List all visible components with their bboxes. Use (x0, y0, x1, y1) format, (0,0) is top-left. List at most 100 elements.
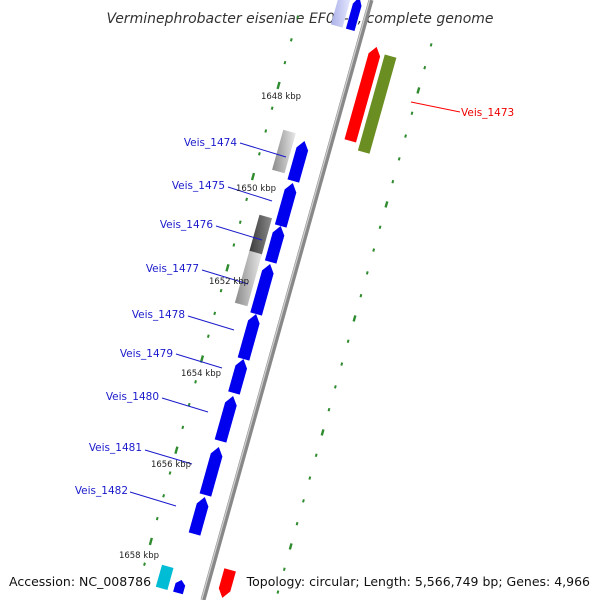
pseudogene-veis-1474[interactable] (272, 129, 296, 174)
gene-label-veis-1480[interactable]: Veis_1480 (106, 391, 159, 403)
gene-veis-1482[interactable] (188, 497, 209, 536)
gene-veis-1479[interactable] (228, 359, 247, 395)
label-leaders (129, 101, 461, 507)
tick-mark (206, 334, 210, 338)
gene-label-veis-1482[interactable]: Veis_1482 (75, 485, 128, 497)
kbp-label-1654: 1654 kbp (181, 369, 221, 379)
tick-mark (314, 453, 318, 458)
leader-veis-1479 (175, 353, 223, 369)
tick-mark (289, 38, 293, 42)
feature-cyan[interactable] (155, 564, 174, 590)
leader-veis-1477 (201, 269, 249, 285)
gene-veis-1477[interactable] (250, 264, 274, 316)
pseudogene-veis-1477[interactable] (234, 250, 262, 307)
gene-label-veis-1476[interactable]: Veis_1476 (160, 219, 214, 231)
gene-veis-1475[interactable] (274, 183, 297, 228)
tick-mark (276, 590, 280, 594)
tick-mark (346, 339, 350, 344)
tick-mark (282, 567, 286, 572)
leader-veis-1481 (144, 449, 193, 465)
tick-track-outer (276, 43, 433, 594)
genome-backbone-highlight (200, 0, 371, 600)
gene-label-veis-1477[interactable]: Veis_1477 (146, 263, 199, 275)
tick-mark (423, 65, 427, 70)
pseudogene-veis-1476[interactable] (248, 214, 272, 257)
feature-olive[interactable] (357, 54, 397, 154)
gene-label-veis-1479[interactable]: Veis_1479 (120, 348, 173, 360)
tick-mark (187, 402, 191, 407)
tick-mark (378, 225, 382, 230)
tick-mark (288, 543, 293, 550)
kbp-label-1656: 1656 kbp (151, 460, 191, 470)
tick-mark (168, 471, 172, 475)
tick-mark (320, 429, 325, 436)
tick-track-inner (143, 15, 300, 566)
tick-mark (148, 537, 154, 546)
leader-veis-1474 (239, 142, 287, 158)
tick-mark (258, 152, 261, 156)
leader-veis-1480 (161, 397, 209, 413)
tick-mark (416, 87, 421, 94)
tick-mark (238, 220, 242, 224)
topology-text: Topology: circular; Length: 5,566,749 bp… (246, 574, 590, 589)
gene-red-lower[interactable] (218, 568, 236, 598)
gene-veis-1480[interactable] (214, 396, 237, 443)
tick-mark (404, 134, 407, 138)
tick-mark (397, 157, 401, 161)
tick-mark (232, 243, 236, 247)
tick-mark (302, 499, 305, 503)
accession-text: Accession: NC_008786 (9, 574, 151, 589)
leader-veis-1482 (129, 491, 177, 507)
tick-mark (327, 407, 331, 412)
tick-mark (194, 380, 197, 384)
gene-veis-1481[interactable] (199, 447, 223, 497)
tick-mark (391, 179, 395, 184)
tick-mark (225, 263, 230, 272)
gene-veis-1476[interactable] (264, 226, 285, 264)
tick-mark (296, 15, 300, 19)
tick-mark (365, 271, 369, 275)
genome-title: Verminephrobacter eiseniae EF01-2, compl… (106, 11, 493, 27)
tick-mark (359, 293, 363, 298)
genome-backbone (200, 0, 374, 600)
kbp-label-1658: 1658 kbp (119, 551, 159, 561)
gene-label-veis-1473[interactable]: Veis_1473 (461, 107, 514, 119)
tick-mark (295, 521, 299, 526)
tick-mark (155, 516, 159, 521)
kbp-label-1652: 1652 kbp (209, 277, 249, 287)
tick-mark (250, 172, 256, 181)
kbp-label-1648: 1648 kbp (261, 92, 301, 102)
tick-mark (276, 81, 281, 90)
feature-pale[interactable] (330, 0, 352, 28)
tick-mark (162, 494, 166, 498)
tick-mark (429, 43, 433, 47)
tick-mark (174, 446, 179, 455)
gene-veis-1483[interactable] (173, 580, 186, 595)
gene-veis-1478[interactable] (237, 314, 260, 361)
leader-veis-1476 (215, 225, 263, 241)
tick-mark (384, 201, 389, 208)
leader-veis-1478 (187, 315, 235, 331)
kbp-label-1650: 1650 kbp (236, 184, 276, 194)
leader-veis-1473 (410, 101, 461, 113)
gene-label-veis-1478[interactable]: Veis_1478 (132, 309, 185, 321)
tick-mark (372, 248, 376, 252)
gene-veis-1474[interactable] (287, 141, 309, 183)
tick-mark (410, 111, 414, 116)
gene-label-veis-1481[interactable]: Veis_1481 (89, 442, 142, 454)
gene-veis-1473[interactable] (344, 46, 381, 143)
gene-label-veis-1475[interactable]: Veis_1475 (172, 180, 225, 192)
gene-label-veis-1474[interactable]: Veis_1474 (184, 137, 238, 149)
tick-mark (213, 311, 217, 316)
feature-track (155, 0, 397, 598)
tick-mark (143, 562, 146, 566)
tick-mark (283, 60, 287, 65)
tick-mark (308, 476, 312, 480)
tick-mark (219, 288, 223, 293)
leader-veis-1475 (227, 186, 273, 202)
tick-mark (333, 385, 337, 389)
tick-mark (340, 362, 344, 366)
gene-veis-1472[interactable] (345, 0, 362, 31)
tick-mark (352, 315, 357, 322)
